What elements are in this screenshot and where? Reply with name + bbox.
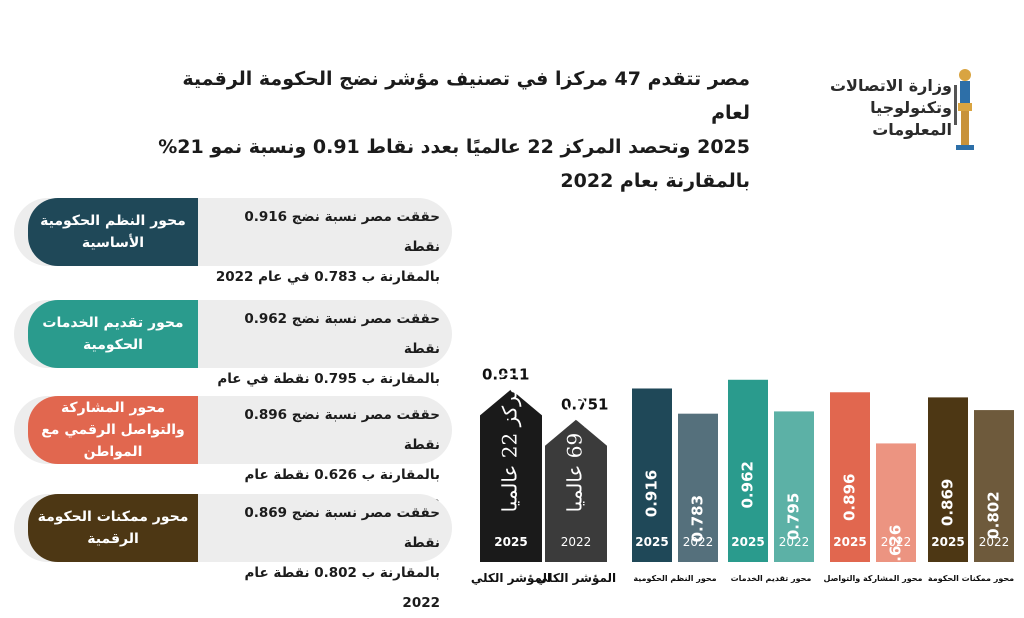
axis-row: حققت مصر نسبة نضج 0.896 نقطة بالمقارنة ب … (14, 396, 454, 513)
pillar-bar (830, 392, 870, 562)
bar-value-label: 0.962 (739, 461, 757, 508)
overall-category-label: المؤشر الكلي (471, 571, 551, 586)
pillar-category-label: محور تقديم الخدمات (731, 574, 812, 583)
bar-year-label: 2022 (881, 535, 912, 549)
overall-value-label: 0.751 (561, 396, 608, 414)
overall-value-label: 0.911 (482, 365, 529, 383)
bar-year-label: 2022 (779, 535, 810, 549)
bar-value-label: 0.626 (887, 525, 905, 572)
bar-year-label: 2025 (833, 535, 866, 549)
bar-year-label: 2025 (635, 535, 668, 549)
pillar-bar (974, 410, 1014, 562)
bar-value-label: 0.795 (785, 493, 803, 540)
overall-index-arrow (545, 419, 607, 562)
axis-description-line: حققت مصر نسبة نضج 0.896 نقطة (244, 407, 440, 453)
headline-line-3: بالمقارنة بعام 2022 (560, 170, 750, 192)
pillar-category-label: محور النظم الحكومية (633, 574, 716, 583)
pillar-bar (928, 397, 968, 562)
pillar-bar (876, 443, 916, 562)
axis-row: حققت مصر نسبة نضج 0.962 نقطة بالمقارنة ب … (14, 300, 454, 417)
axis-label-box: محور تقديم الخدمات الحكومية (28, 300, 198, 368)
axis-description: حققت مصر نسبة نضج 0.869 نقطة بالمقارنة ب … (204, 498, 440, 618)
pillar-category-label: محور المشاركة والتواصل (824, 574, 923, 583)
axis-row: حققت مصر نسبة نضج 0.869 نقطة بالمقارنة ب … (14, 494, 454, 611)
axis-label-box: محور النظم الحكومية الأساسية (28, 198, 198, 266)
axis-description-line: حققت مصر نسبة نضج 0.916 نقطة (244, 209, 440, 255)
overall-year-label: 2025 (494, 535, 527, 549)
bar-value-label: 0.783 (689, 495, 707, 542)
logo-text: وزارة الاتصالات وتكنولوجيا المعلومات (812, 75, 952, 141)
bar-year-label: 2022 (683, 535, 714, 549)
axis-description-line: حققت مصر نسبة نضج 0.962 نقطة (244, 311, 440, 357)
axis-label-box: محور ممكنات الحكومة الرقمية (28, 494, 198, 562)
pillar-bar (774, 411, 814, 562)
pillar-bar (678, 413, 718, 562)
bar-year-label: 2025 (931, 535, 964, 549)
bar-value-label: 0.802 (985, 491, 1003, 538)
pillar-bar (632, 388, 672, 562)
headline-line-1: مصر تتقدم 47 مركزا في تصنيف مؤشر نضج الح… (182, 68, 750, 124)
axis-description-line: بالمقارنة ب 0.783 في عام 2022 (215, 269, 440, 285)
axis-description-line: حققت مصر نسبة نضج 0.869 نقطة (244, 505, 440, 551)
axis-description-line: بالمقارنة ب 0.802 نقطة عام 2022 (244, 565, 440, 611)
overall-index-arrow (480, 389, 542, 562)
logo-line-1: وزارة الاتصالات (829, 76, 952, 95)
pillar-bar (728, 379, 768, 562)
overall-rank-label: المركز 69 عالميا (563, 372, 587, 513)
page-title: مصر تتقدم 47 مركزا في تصنيف مؤشر نضج الح… (150, 62, 750, 198)
ministry-logo: وزارة الاتصالات وتكنولوجيا المعلومات (812, 65, 974, 155)
logo-line-2: وتكنولوجيا المعلومات (870, 98, 952, 139)
bar-value-label: 0.896 (841, 474, 859, 521)
overall-year-label: 2022 (561, 535, 592, 549)
bar-value-label: 0.869 (939, 479, 957, 526)
bar-value-label: 0.916 (643, 470, 661, 517)
axis-row: حققت مصر نسبة نضج 0.916 نقطة بالمقارنة ب … (14, 198, 454, 285)
headline-line-2: 2025 وتحصد المركز 22 عالميًا بعدد نقاط 0… (158, 136, 750, 158)
overall-rank-label: المركز 22 عالميا (498, 372, 522, 513)
bar-year-label: 2022 (979, 535, 1010, 549)
pillar-category-label: محور ممكنات الحكومة (928, 574, 1014, 583)
overall-category-label: المؤشر الكلي (536, 571, 616, 586)
axis-description: حققت مصر نسبة نضج 0.916 نقطة بالمقارنة ب … (204, 202, 440, 292)
axis-label-box: محور المشاركة والتواصل الرقمي مع المواطن (28, 396, 198, 464)
maturity-chart: 0.911 المركز 22 عالميا 2025 المؤشر الكلي 0.7… (470, 180, 1024, 588)
pharaoh-emblem-icon (954, 69, 974, 150)
bar-year-label: 2025 (731, 535, 764, 549)
